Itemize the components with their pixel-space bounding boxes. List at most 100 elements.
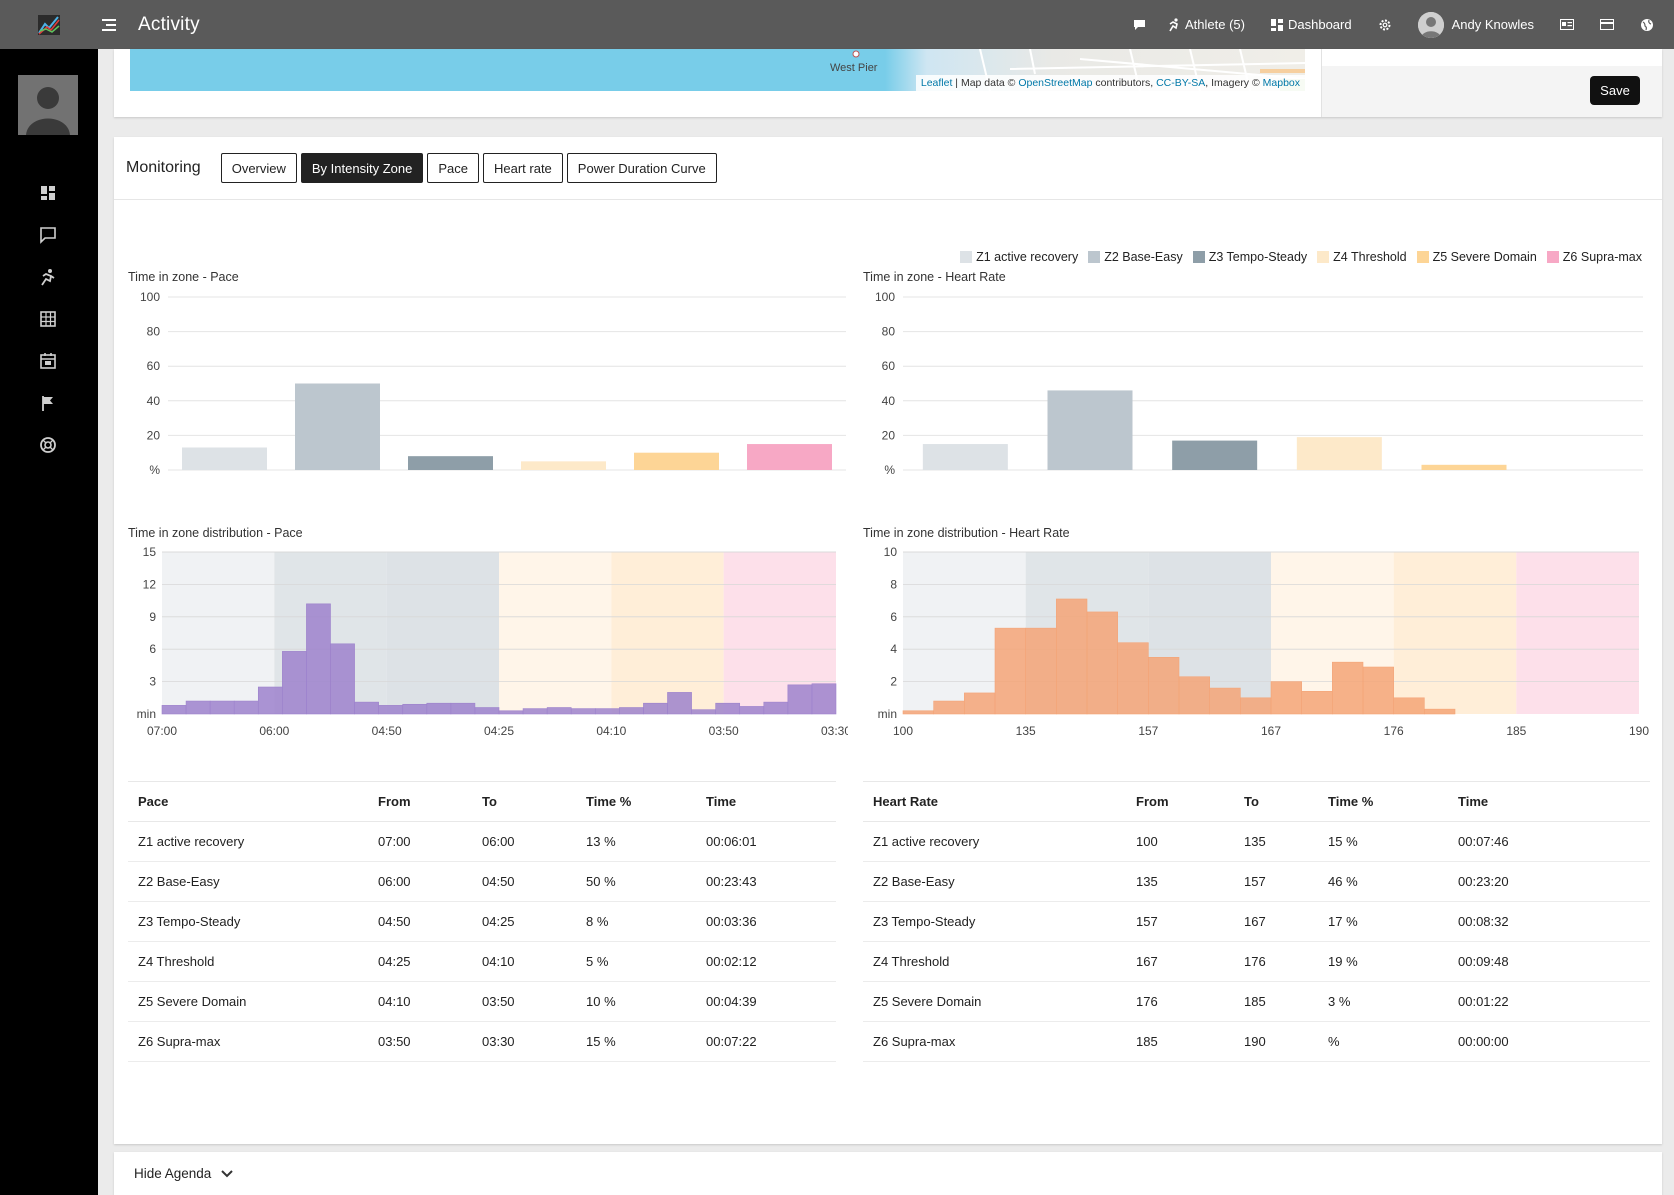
y-tick-label: 60	[147, 359, 161, 373]
histogram-bar[interactable]	[161, 705, 187, 715]
histogram-bar[interactable]	[354, 701, 379, 715]
histogram-bar[interactable]	[185, 700, 211, 715]
histogram-bar[interactable]	[1270, 681, 1302, 715]
bar-z1[interactable]	[182, 447, 267, 470]
histogram-bar[interactable]	[933, 700, 965, 715]
bar-z1[interactable]	[922, 444, 1008, 470]
histogram-bar[interactable]	[1393, 697, 1425, 715]
histogram-bar[interactable]	[330, 643, 355, 715]
histogram-bar[interactable]	[667, 692, 692, 715]
bar-z5[interactable]	[1421, 464, 1507, 470]
tab-pace[interactable]: Pace	[427, 153, 479, 183]
legend-item[interactable]: Z3 Tempo-Steady	[1192, 250, 1307, 264]
histogram-bar[interactable]	[1117, 642, 1149, 715]
histogram-bar[interactable]	[787, 684, 813, 715]
histogram-bar[interactable]	[450, 702, 476, 715]
messages-icon[interactable]	[38, 225, 58, 245]
y-tick-label: 4	[890, 642, 897, 656]
dashboard-label: Dashboard	[1288, 17, 1352, 32]
mapbox-link[interactable]: Mapbox	[1262, 77, 1300, 89]
histogram-bar[interactable]	[378, 705, 404, 715]
histogram-bar[interactable]	[1086, 611, 1118, 715]
histogram-bar[interactable]	[1209, 687, 1241, 715]
settings-button[interactable]	[1378, 18, 1392, 32]
tab-power-duration-curve[interactable]: Power Duration Curve	[566, 153, 717, 183]
bar-z2[interactable]	[1047, 390, 1133, 470]
histogram-bar[interactable]	[1148, 657, 1180, 715]
histogram-bar[interactable]	[402, 703, 428, 715]
bar-z4[interactable]	[1296, 437, 1382, 470]
legend-item[interactable]: Z2 Base-Easy	[1088, 250, 1183, 264]
activity-map[interactable]: West Pier Leaflet | Map data © OpenStree…	[130, 49, 1305, 91]
histogram-bar[interactable]	[474, 707, 500, 715]
athlete-menu[interactable]: Athlete (5)	[1168, 17, 1245, 32]
legend-label: Z1 active recovery	[976, 250, 1079, 264]
bar-z4[interactable]	[521, 461, 606, 470]
histogram-bar[interactable]	[1424, 708, 1456, 715]
athlete-profile-picture[interactable]	[18, 75, 78, 135]
bar-z5[interactable]	[634, 452, 719, 470]
histogram-bar[interactable]	[570, 708, 596, 715]
user-menu[interactable]: Andy Knowles	[1417, 11, 1534, 38]
tab-by-intensity-zone[interactable]: By Intensity Zone	[300, 153, 424, 183]
histogram-bar[interactable]	[426, 702, 452, 715]
histogram-bar[interactable]	[1332, 661, 1364, 715]
chat-button[interactable]	[1133, 19, 1146, 31]
support-icon[interactable]	[38, 435, 58, 455]
histogram-bar[interactable]	[1025, 627, 1057, 715]
id-card-button[interactable]	[1560, 19, 1574, 30]
histogram-bar[interactable]	[994, 627, 1026, 715]
tab-heart-rate[interactable]: Heart rate	[482, 153, 563, 183]
histogram-bar[interactable]	[715, 702, 741, 715]
histogram-bar[interactable]	[306, 603, 331, 715]
histogram-bar[interactable]	[594, 708, 620, 715]
language-button[interactable]	[1640, 18, 1654, 32]
histogram-bar[interactable]	[691, 709, 716, 715]
histogram-bar[interactable]	[739, 706, 765, 715]
histogram-bar[interactable]	[763, 701, 789, 715]
histogram-bar[interactable]	[1240, 697, 1272, 715]
flag-icon[interactable]	[38, 393, 58, 413]
leaflet-link[interactable]: Leaflet	[920, 77, 953, 89]
legend-item[interactable]: Z4 Threshold	[1317, 250, 1407, 264]
histogram-bar[interactable]	[498, 710, 524, 715]
legend-item[interactable]: Z6 Supra-max	[1546, 250, 1642, 264]
bar-z2[interactable]	[295, 383, 380, 471]
bar-z3[interactable]	[1172, 440, 1258, 470]
histogram-bar[interactable]	[1301, 691, 1333, 715]
histogram-bar[interactable]	[619, 707, 644, 715]
calendar-icon[interactable]	[38, 351, 58, 371]
table-icon[interactable]	[38, 309, 58, 329]
legend-swatch-z5	[1416, 251, 1429, 263]
dashboard-icon[interactable]	[38, 183, 58, 203]
histogram-bar[interactable]	[546, 707, 572, 715]
histogram-bar[interactable]	[964, 692, 996, 715]
bar-z3[interactable]	[408, 456, 493, 470]
histogram-bar[interactable]	[522, 708, 548, 715]
billing-button[interactable]	[1600, 19, 1614, 30]
histogram-bar[interactable]	[643, 702, 668, 715]
histogram-bar[interactable]	[1056, 598, 1088, 715]
osm-link[interactable]: OpenStreetMap	[1018, 77, 1093, 89]
legend-item[interactable]: Z5 Severe Domain	[1416, 250, 1537, 264]
histogram-bar[interactable]	[811, 683, 837, 715]
histogram-bar[interactable]	[257, 686, 283, 715]
menu-toggle-icon[interactable]	[102, 14, 124, 36]
legend-item[interactable]: Z1 active recovery	[960, 250, 1078, 264]
table-cell: 176	[1126, 981, 1234, 1022]
runner-icon[interactable]	[38, 267, 58, 287]
agenda-toggle[interactable]: Hide Agenda	[114, 1152, 1662, 1195]
save-button[interactable]: Save	[1590, 76, 1640, 105]
tab-overview[interactable]: Overview	[220, 153, 297, 183]
table-row: Z1 active recovery 07:00 06:00 13 % 00:06:01	[128, 821, 836, 862]
bar-z6[interactable]	[747, 444, 832, 470]
histogram-bar[interactable]	[1178, 676, 1210, 715]
histogram-bar[interactable]	[902, 710, 934, 715]
histogram-bar[interactable]	[1362, 666, 1394, 715]
histogram-bar[interactable]	[209, 700, 235, 715]
histogram-bar[interactable]	[233, 700, 259, 715]
ccbysa-link[interactable]: CC-BY-SA	[1156, 77, 1206, 89]
histogram-bar[interactable]	[282, 651, 307, 715]
dashboard-link[interactable]: Dashboard	[1271, 17, 1352, 32]
app-logo[interactable]	[0, 0, 98, 49]
